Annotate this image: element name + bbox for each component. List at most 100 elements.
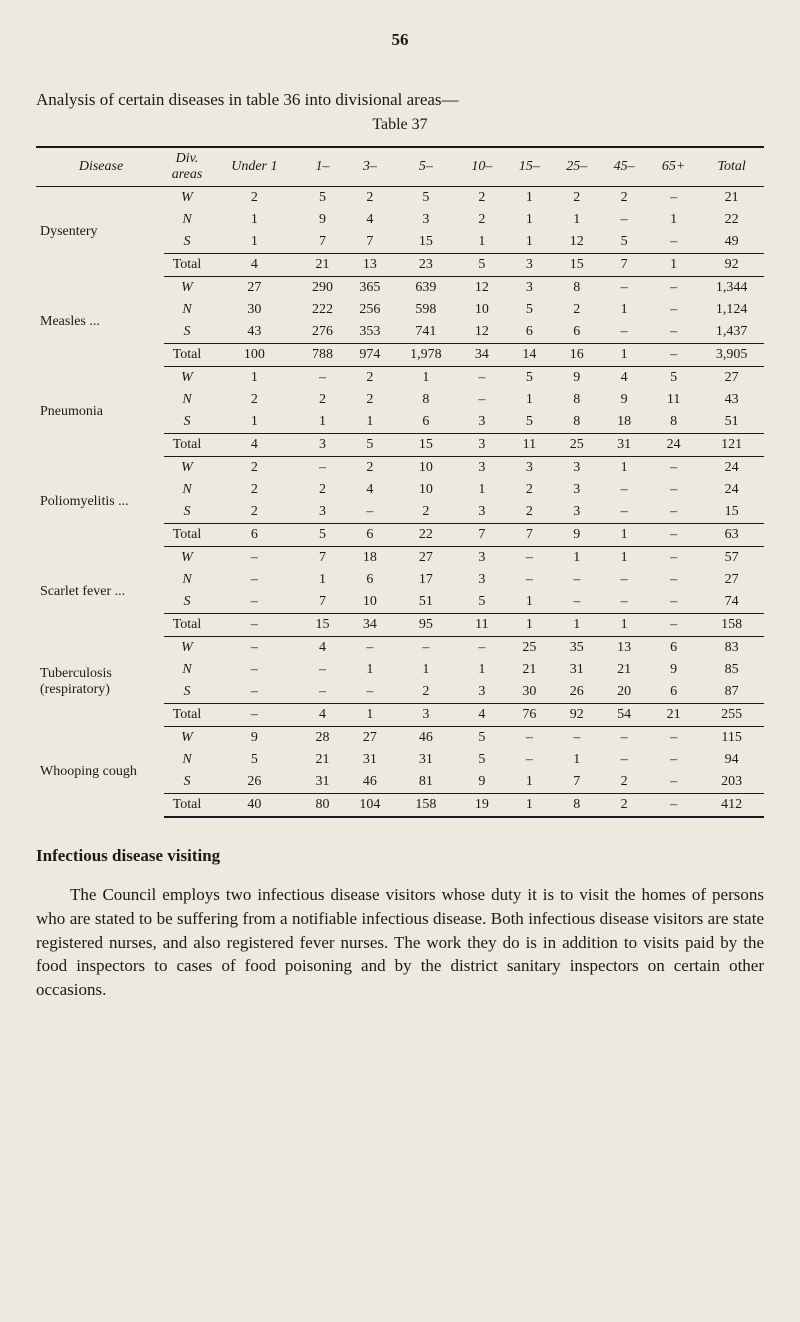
value-cell: 5 [600, 231, 647, 254]
value-cell: 5 [506, 299, 553, 321]
total-cell: 24 [648, 434, 699, 457]
value-cell: 1 [346, 411, 393, 434]
value-cell: 4 [346, 479, 393, 501]
value-cell: 21 [699, 187, 764, 210]
value-cell: 1 [553, 749, 600, 771]
value-cell: 2 [210, 457, 299, 480]
disease-name: Dysentery [36, 187, 164, 277]
table-caption: Table 37 [36, 116, 764, 134]
area-cell: N [164, 209, 210, 231]
total-label: Total [164, 794, 210, 818]
value-cell: 10 [394, 457, 459, 480]
value-cell: 3 [299, 501, 346, 524]
value-cell: 3 [506, 457, 553, 480]
value-cell: 2 [299, 389, 346, 411]
value-cell: 7 [346, 231, 393, 254]
area-cell: W [164, 727, 210, 750]
value-cell: 203 [699, 771, 764, 794]
area-cell: W [164, 457, 210, 480]
value-cell: 2 [506, 479, 553, 501]
disease-table: Disease Div. areas Under 1 1– 3– 5– 10– … [36, 146, 764, 818]
total-cell: 34 [458, 344, 505, 367]
area-cell: W [164, 367, 210, 390]
area-cell: S [164, 591, 210, 614]
table-row: Poliomyelitis ...W2–2103331–24 [36, 457, 764, 480]
value-cell: – [553, 727, 600, 750]
value-cell: 5 [299, 187, 346, 210]
value-cell: – [600, 479, 647, 501]
value-cell: 94 [699, 749, 764, 771]
value-cell: – [600, 209, 647, 231]
value-cell: – [394, 637, 459, 660]
value-cell: – [458, 367, 505, 390]
page-number: 56 [36, 30, 764, 50]
total-cell: 158 [394, 794, 459, 818]
total-cell: 121 [699, 434, 764, 457]
area-cell: N [164, 299, 210, 321]
value-cell: 1 [506, 231, 553, 254]
total-cell: 974 [346, 344, 393, 367]
value-cell: 8 [553, 277, 600, 300]
value-cell: 5 [210, 749, 299, 771]
value-cell: – [210, 659, 299, 681]
value-cell: – [299, 681, 346, 704]
value-cell: – [648, 457, 699, 480]
value-cell: 30 [210, 299, 299, 321]
value-cell: 17 [394, 569, 459, 591]
value-cell: 2 [210, 187, 299, 210]
value-cell: – [346, 501, 393, 524]
value-cell: 2 [394, 501, 459, 524]
value-cell: – [553, 569, 600, 591]
value-cell: 74 [699, 591, 764, 614]
total-cell: 63 [699, 524, 764, 547]
value-cell: 3 [458, 681, 505, 704]
value-cell: 31 [346, 749, 393, 771]
total-cell: 34 [346, 614, 393, 637]
total-cell: 5 [458, 254, 505, 277]
total-cell: 1 [600, 524, 647, 547]
value-cell: 9 [299, 209, 346, 231]
total-cell: 2 [600, 794, 647, 818]
total-cell: 412 [699, 794, 764, 818]
value-cell: 5 [394, 187, 459, 210]
value-cell: 353 [346, 321, 393, 344]
value-cell: 43 [210, 321, 299, 344]
total-cell: 7 [506, 524, 553, 547]
value-cell: 27 [394, 547, 459, 570]
total-cell: 6 [210, 524, 299, 547]
value-cell: 46 [346, 771, 393, 794]
col-1: 1– [299, 147, 346, 187]
value-cell: 5 [648, 367, 699, 390]
total-cell: – [648, 794, 699, 818]
total-cell: 6 [346, 524, 393, 547]
value-cell: 3 [394, 209, 459, 231]
total-cell: 14 [506, 344, 553, 367]
value-cell: 2 [210, 389, 299, 411]
total-cell: 22 [394, 524, 459, 547]
disease-name: Poliomyelitis ... [36, 457, 164, 547]
value-cell: 8 [553, 389, 600, 411]
total-cell: 1 [600, 614, 647, 637]
area-cell: W [164, 637, 210, 660]
total-cell: – [648, 344, 699, 367]
value-cell: 83 [699, 637, 764, 660]
value-cell: 1 [458, 479, 505, 501]
value-cell: 3 [506, 277, 553, 300]
value-cell: – [600, 591, 647, 614]
value-cell: 2 [458, 209, 505, 231]
value-cell: – [600, 321, 647, 344]
value-cell: 21 [299, 749, 346, 771]
value-cell: 1,344 [699, 277, 764, 300]
value-cell: – [600, 749, 647, 771]
value-cell: 222 [299, 299, 346, 321]
value-cell: – [210, 681, 299, 704]
value-cell: 115 [699, 727, 764, 750]
disease-name: Tuberculosis (respiratory) [36, 637, 164, 727]
value-cell: 10 [458, 299, 505, 321]
value-cell: – [553, 591, 600, 614]
total-cell: 13 [346, 254, 393, 277]
value-cell: 25 [506, 637, 553, 660]
total-cell: – [210, 614, 299, 637]
value-cell: 5 [458, 727, 505, 750]
value-cell: 24 [699, 479, 764, 501]
